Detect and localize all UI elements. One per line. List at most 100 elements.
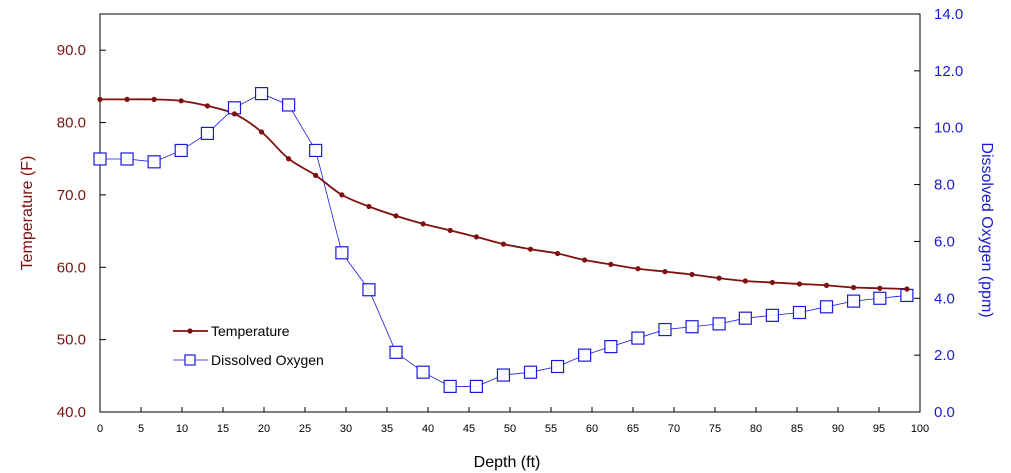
y-left-tick-label: 50.0 — [57, 332, 86, 349]
y-left-tick-label: 70.0 — [57, 187, 86, 204]
x-tick-label: 0 — [97, 423, 103, 435]
temperature-point — [500, 241, 507, 247]
dissolved-oxygen-point — [658, 322, 672, 337]
dissolved-oxygen-point — [496, 368, 511, 382]
dissolved-oxygen-point — [523, 365, 538, 379]
dissolved-oxygen-point — [765, 308, 780, 322]
y-axis-title-left: Temperature (F) — [19, 156, 36, 271]
dissolved-oxygen-point — [416, 365, 430, 379]
dissolved-oxygen-point — [362, 283, 376, 297]
dissolved-oxygen-point — [282, 98, 296, 112]
y-left-tick-label: 60.0 — [57, 259, 86, 276]
temperature-point — [151, 96, 157, 102]
temperature-point — [447, 227, 453, 233]
temperature-point — [286, 156, 292, 162]
y-right-tick-label: 10.0 — [934, 120, 963, 137]
temperature-point — [608, 261, 614, 267]
dissolved-oxygen-point — [685, 320, 699, 334]
dissolved-oxygen-point — [147, 155, 161, 169]
x-tick-label: 100 — [911, 423, 929, 435]
y-right-tick-label: 0.0 — [934, 404, 955, 421]
x-tick-label: 65 — [627, 423, 639, 435]
series-layer — [93, 86, 914, 394]
temperature-point — [850, 284, 857, 291]
temperature-point — [554, 250, 561, 257]
y-right-tick-label: 6.0 — [934, 233, 955, 250]
dissolved-oxygen-point — [604, 340, 618, 354]
x-tick-label: 30 — [340, 423, 352, 435]
y-left-tick-label: 80.0 — [57, 115, 86, 132]
legend-temperature-label: Temperature — [211, 323, 290, 339]
x-tick-label: 85 — [791, 423, 803, 435]
x-tick-label: 25 — [299, 423, 311, 435]
temperature-point — [204, 103, 211, 109]
axes-layer: 0 5 10 15 20 25 30 35 40 45 50 55 60 65 70 75 80 85 90 95 10… — [57, 6, 963, 435]
y-right-tick-label: 4.0 — [934, 290, 955, 307]
y-right-tick-label: 12.0 — [934, 63, 963, 80]
temperature-line — [100, 98, 907, 290]
dissolved-oxygen-point — [443, 379, 457, 394]
dissolved-oxygen-point — [93, 152, 107, 166]
dissolved-oxygen-point — [631, 331, 645, 345]
dissolved-oxygen-point — [846, 294, 861, 308]
y-right-tick-label: 14.0 — [934, 6, 963, 23]
temperature-point — [473, 234, 479, 240]
temperature-point — [877, 285, 883, 291]
temperature-point — [796, 281, 803, 287]
dissolved-oxygen-point — [200, 126, 215, 141]
dissolved-oxygen-point — [792, 305, 807, 320]
dissolved-oxygen-point — [738, 311, 752, 325]
legend: Temperature Dissolved Oxygen — [173, 323, 324, 368]
dissolved-oxygen-point — [819, 300, 834, 314]
x-tick-label: 20 — [258, 423, 270, 435]
temperature-point — [769, 279, 776, 286]
y-left-tick-label: 90.0 — [57, 42, 86, 59]
y-axis-title-right: Dissolved Oxygen (ppm) — [978, 142, 995, 317]
dissolved-oxygen-point — [174, 143, 188, 158]
temperature-point — [662, 269, 668, 275]
dissolved-oxygen-point — [550, 359, 565, 374]
dissolved-oxygen-point — [712, 317, 726, 331]
temperature-point — [366, 203, 372, 210]
legend-oxygen-label: Dissolved Oxygen — [211, 352, 324, 368]
x-tick-label: 90 — [832, 423, 844, 435]
x-tick-label: 50 — [504, 423, 516, 435]
temperature-point — [716, 275, 722, 281]
y-right-tick-label: 8.0 — [934, 177, 955, 194]
dissolved-oxygen-line — [100, 93, 907, 387]
temperature-point — [420, 221, 426, 227]
temperature-point — [823, 282, 830, 288]
temperature-point — [97, 96, 103, 102]
legend-oxygen-marker — [184, 354, 196, 366]
x-tick-label: 95 — [873, 423, 885, 435]
y-left-tick-label: 40.0 — [57, 404, 86, 421]
temperature-point — [258, 129, 265, 135]
x-tick-label: 40 — [422, 423, 434, 435]
temperature-point — [313, 172, 319, 178]
dissolved-oxygen-point — [254, 86, 269, 101]
x-tick-label: 80 — [750, 423, 762, 435]
temperature-point — [635, 266, 641, 272]
x-tick-label: 75 — [709, 423, 721, 435]
x-tick-label: 15 — [217, 423, 229, 435]
dissolved-oxygen-point — [389, 345, 403, 359]
x-tick-label: 60 — [586, 423, 598, 435]
x-axis-title: Depth (ft) — [474, 454, 541, 471]
x-tick-label: 70 — [668, 423, 680, 435]
temperature-point — [178, 98, 184, 104]
dissolved-oxygen-point — [335, 246, 349, 260]
dissolved-oxygen-point — [469, 379, 483, 394]
x-tick-label: 10 — [176, 423, 188, 435]
temperature-point — [231, 111, 238, 117]
temperature-point — [124, 96, 130, 102]
dissolved-oxygen-point — [120, 152, 134, 166]
legend-temperature-marker — [187, 328, 193, 334]
x-tick-label: 45 — [463, 423, 475, 435]
temperature-point — [582, 257, 588, 263]
temperature-point — [742, 278, 748, 284]
dissolved-oxygen-point — [873, 291, 887, 305]
temperature-point — [904, 286, 910, 292]
x-tick-label: 5 — [138, 423, 144, 435]
x-tick-label: 55 — [545, 423, 557, 435]
